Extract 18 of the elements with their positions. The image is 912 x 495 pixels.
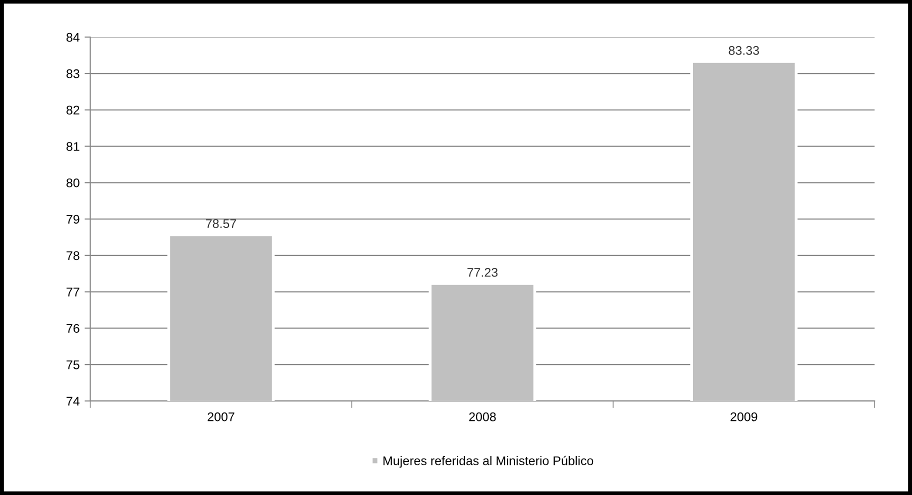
y-tick-label: 77	[66, 288, 80, 296]
y-tick-label: 76	[66, 324, 80, 333]
legend-label: Mujeres referidas al Ministerio Público	[384, 456, 594, 468]
data-label: 77.23	[467, 268, 498, 277]
y-tick-label: 80	[66, 178, 80, 188]
y-tick-label: 82	[66, 106, 80, 115]
data-label: 78.57	[206, 219, 236, 228]
y-tick-label: 83	[66, 69, 80, 78]
y-tick-label: 81	[66, 142, 80, 151]
x-tick-label: 2008	[469, 412, 496, 422]
data-label: 83.33	[728, 46, 759, 55]
y-tick-label: 75	[66, 360, 80, 370]
y-tick-label: 78	[66, 251, 80, 260]
x-tick-label: 2007	[208, 412, 234, 422]
y-tick-label: 74	[66, 396, 80, 406]
y-tick-label: 84	[66, 32, 80, 42]
x-tick-label: 2009	[730, 412, 758, 422]
y-tick-label: 79	[66, 214, 80, 224]
